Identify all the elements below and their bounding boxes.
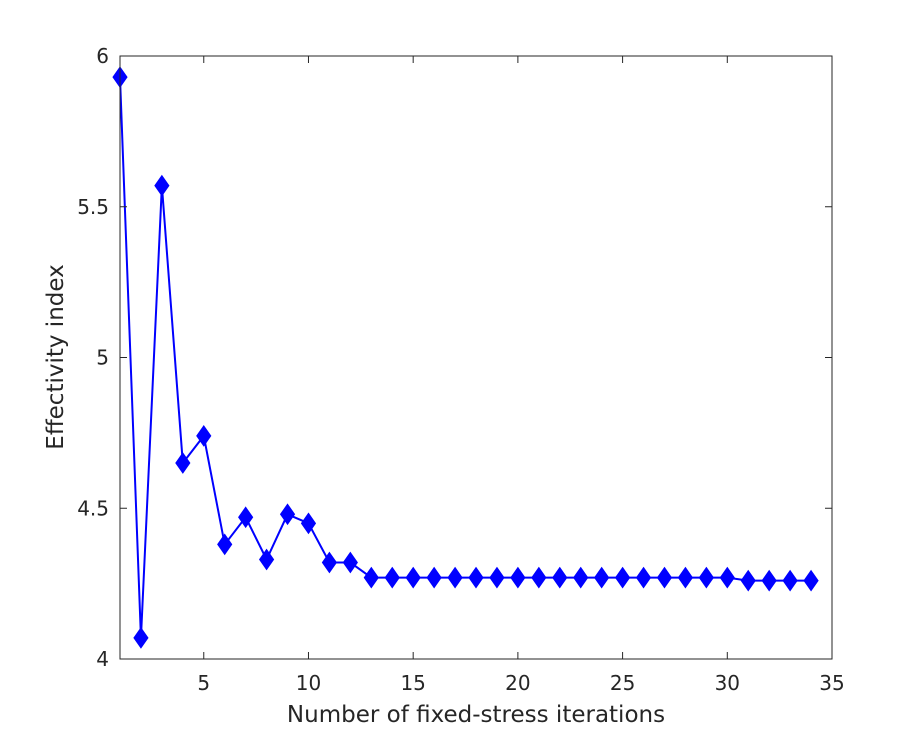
data-point-marker — [782, 569, 798, 592]
data-point-marker — [489, 566, 505, 589]
data-point-marker — [719, 566, 735, 589]
x-tick-label: 30 — [715, 671, 740, 695]
data-point-marker — [196, 425, 212, 447]
data-point-marker — [238, 506, 254, 529]
data-point-marker — [217, 533, 233, 556]
data-point-marker — [154, 174, 170, 197]
data-point-marker — [740, 569, 756, 592]
y-tick-label: 4 — [96, 647, 109, 671]
ticks-layer: 5 10 15 20 25 30 35 4 4.5 5 5.5 6 — [77, 44, 845, 695]
data-point-marker — [614, 566, 631, 589]
data-point-marker — [803, 569, 819, 592]
x-tick-label: 20 — [505, 671, 530, 695]
y-axis-label: Effectivity index — [43, 264, 69, 449]
data-point-marker — [510, 566, 526, 589]
data-point-marker — [258, 548, 275, 571]
data-point-marker — [175, 452, 191, 474]
data-point-marker — [384, 566, 400, 589]
data-point-marker — [321, 551, 338, 574]
data-point-marker — [300, 512, 317, 535]
x-axis-label: Number of fixed-stress iterations — [287, 702, 665, 728]
data-point-marker — [573, 566, 589, 589]
data-point-marker — [468, 566, 484, 589]
y-tick-label: 6 — [96, 44, 109, 68]
y-tick-label: 5.5 — [77, 195, 109, 219]
x-tick-label: 10 — [296, 671, 321, 695]
data-point-marker — [677, 566, 694, 589]
data-point-marker — [531, 566, 547, 589]
data-point-marker — [342, 551, 358, 574]
x-tick-label: 15 — [400, 671, 425, 695]
data-point-marker — [133, 627, 149, 649]
data-point-marker — [405, 566, 421, 589]
y-tick-label: 5 — [96, 346, 109, 370]
data-point-marker — [552, 566, 568, 589]
series-layer — [112, 66, 819, 649]
data-point-marker — [447, 566, 463, 589]
data-point-marker — [635, 566, 652, 589]
series-line — [119, 77, 812, 638]
data-point-marker — [279, 503, 296, 526]
x-tick-label: 35 — [819, 671, 844, 695]
data-point-marker — [656, 566, 673, 589]
data-point-marker — [594, 566, 610, 589]
data-point-marker — [761, 569, 777, 592]
x-tick-label: 5 — [197, 671, 210, 695]
data-point-marker — [698, 566, 714, 589]
plot-area — [120, 56, 832, 659]
data-point-marker — [363, 566, 379, 589]
data-point-marker — [426, 566, 442, 589]
y-tick-label: 4.5 — [77, 496, 109, 520]
x-tick-label: 25 — [610, 671, 635, 695]
